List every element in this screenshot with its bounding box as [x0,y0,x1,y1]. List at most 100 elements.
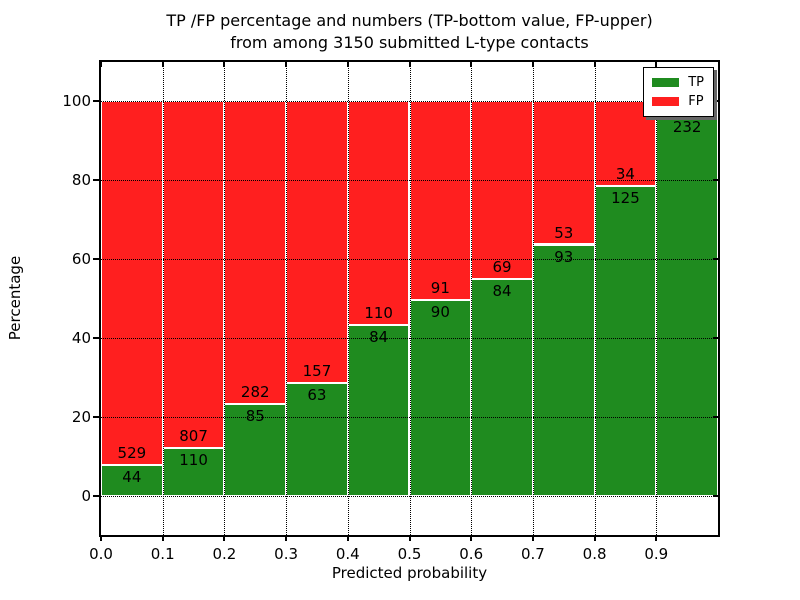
x-tick-label: 0.2 [212,545,237,563]
bar-segment-tp [347,324,410,496]
x-tick-mark-top [408,62,411,67]
x-tick-mark-bottom [223,535,226,541]
x-tick-mark-top [470,62,473,67]
bar-segment-tp [409,299,472,496]
y-tick-mark-right [713,179,718,182]
gridline-vertical [656,62,658,535]
gridline-vertical [162,62,164,535]
x-tick-mark-top [346,62,349,67]
bar-segment-fp [101,101,163,466]
x-tick-mark-bottom [531,535,534,541]
bar-value-label-tp: 125 [611,188,640,207]
bar-value-label-tp: 84 [492,282,512,301]
bar-segment-fp [409,101,472,300]
y-tick-mark-right [713,258,718,261]
y-tick-mark-left [93,258,99,261]
y-tick-mark-left [93,336,99,339]
y-tick-label: 20 [71,407,91,426]
x-tick-mark-top [100,62,102,67]
gridline-vertical [471,62,473,535]
bar-segment-fp [347,101,410,325]
bar-segment-tp [594,185,657,496]
gridline-vertical [594,62,596,535]
bar-segment-fp [471,101,533,280]
y-tick-mark-left [93,415,99,418]
bar-value-label-fp: 807 [179,427,208,446]
bar-value-label-fp: 34 [615,164,635,183]
legend-entry: TP [652,73,704,92]
x-tick-mark-bottom [346,535,349,541]
x-tick-mark-bottom [100,535,102,541]
x-tick-mark-bottom [285,535,288,541]
y-tick-mark-right [713,100,718,103]
gridline-vertical [347,62,349,535]
y-tick-mark-right [713,494,718,497]
y-tick-label: 80 [71,171,91,190]
bar-value-label-tp: 44 [122,468,142,487]
x-tick-mark-bottom [161,535,164,541]
x-tick-mark-top [531,62,534,67]
bar-segment-fp [224,101,287,405]
x-tick-label: 0.3 [274,545,299,563]
x-tick-mark-top [593,62,596,67]
x-tick-mark-bottom [655,535,658,541]
y-tick-label: 40 [71,328,91,347]
bar-segment-tp [471,279,533,496]
gridline-vertical [409,62,411,535]
y-tick-mark-right [713,336,718,339]
x-tick-mark-top [285,62,288,67]
bar-segment-tp [532,244,595,496]
x-axis-label: Predicted probability [331,564,488,582]
bar-value-label-fp: 282 [240,383,270,402]
bar-value-label-tp: 63 [307,385,327,404]
legend-swatch-tp-icon [652,78,680,87]
bar-value-label-tp: 84 [369,327,389,346]
x-tick-label: 0.5 [397,545,422,563]
bar-value-label-tp: 90 [430,302,450,321]
legend-label-fp: FP [688,94,704,109]
x-tick-label: 0.1 [150,545,175,563]
x-tick-mark-bottom [470,535,473,541]
bar-segment-tp [656,114,718,496]
x-tick-mark-top [223,62,226,67]
gridline-vertical [286,62,288,535]
bar-value-label-tp: 110 [179,451,208,470]
bar-segment-fp [286,101,348,383]
y-axis-label: Percentage [6,255,24,341]
bar-segment-tp [101,465,163,496]
y-tick-label: 60 [71,250,91,269]
x-tick-label: 0.6 [459,545,484,563]
x-tick-mark-bottom [593,535,596,541]
bar-value-label-tp: 232 [672,117,702,136]
legend-entry: FP [652,92,704,111]
bar-value-label-fp: 69 [492,258,512,277]
legend: TP FP [643,67,714,117]
gridline-vertical [224,62,226,535]
x-tick-mark-top [161,62,164,67]
legend-swatch-fp-icon [652,97,680,106]
y-tick-mark-left [93,179,99,182]
y-tick-mark-left [93,494,99,497]
y-tick-mark-right [713,415,718,418]
chart-title-line-1: TP /FP percentage and numbers (TP-bottom… [166,11,653,30]
bar-value-label-tp: 93 [554,247,574,266]
y-tick-label: 100 [62,92,91,111]
y-tick-label: 0 [81,486,91,505]
plot-area: 44 529 110 807 85 282 63 157 84 110 90 91 84 69 93 53 12… [93,60,720,541]
legend-label-tp: TP [688,75,704,90]
bar-value-label-fp: 110 [364,303,393,322]
x-tick-label: 0.7 [520,545,545,563]
bar-value-label-fp: 53 [554,223,574,242]
x-tick-label: 0.0 [89,545,113,563]
x-tick-label: 0.4 [335,545,360,563]
x-tick-label: 0.9 [644,545,669,563]
bar-value-label-tp: 85 [245,407,265,426]
gridline-vertical [532,62,534,535]
bar-value-label-fp: 529 [117,444,147,463]
bar-value-label-fp: 157 [302,361,332,380]
x-tick-mark-bottom [408,535,411,541]
bar-segment-fp [162,101,225,449]
x-tick-mark-top [655,62,658,67]
x-tick-label: 0.8 [582,545,607,563]
